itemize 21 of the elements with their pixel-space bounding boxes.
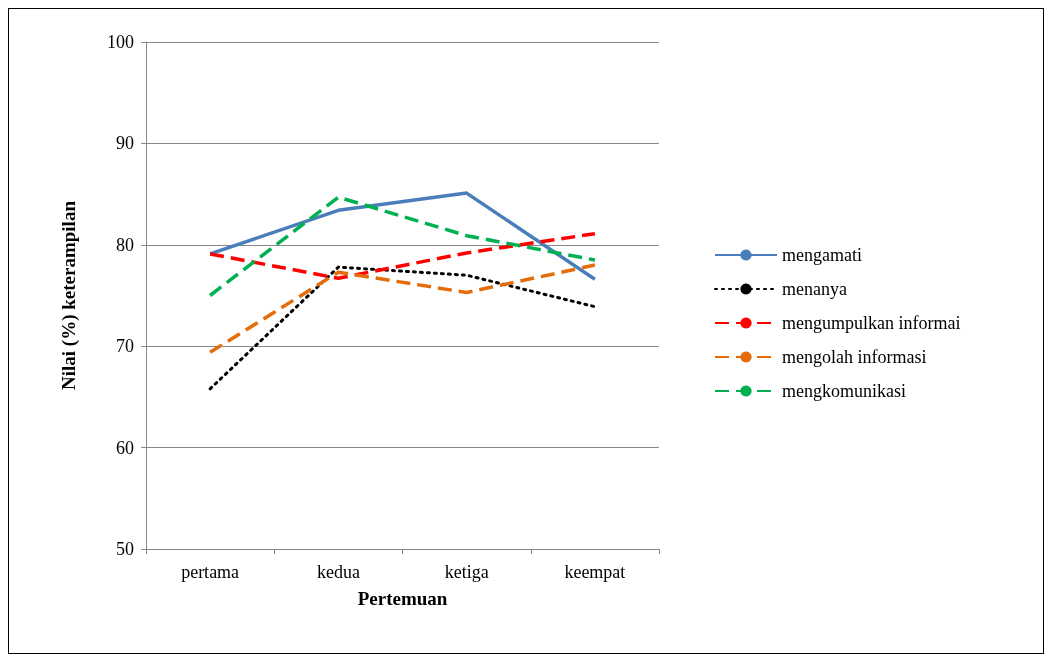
x-tick-label: kedua [316, 562, 360, 582]
legend-label: mengkomunikasi [782, 381, 906, 401]
x-axis-title: Pertemuan [357, 588, 448, 609]
y-tick-label: 50 [116, 539, 134, 559]
line-series [208, 195, 597, 298]
y-axis-title: Nilai (%) keterampilan [58, 200, 80, 390]
line-series [208, 265, 597, 391]
legend-label: mengamati [782, 245, 862, 265]
y-tick-label: 90 [116, 133, 134, 154]
legend-label: mengolah informasi [782, 347, 927, 367]
y-tick-label: 80 [116, 234, 134, 255]
x-tick-label: pertama [181, 562, 240, 582]
legend-label: mengumpulkan informai [782, 313, 961, 333]
y-tick-label: 100 [107, 32, 134, 52]
legend-label: menanya [782, 279, 847, 299]
line-series [208, 263, 597, 355]
y-tick-label: 60 [116, 437, 134, 458]
line-series [208, 231, 597, 281]
y-tick-label: 70 [116, 336, 134, 357]
x-tick-label: keempat [564, 562, 626, 582]
x-tick-label: ketiga [444, 562, 489, 582]
